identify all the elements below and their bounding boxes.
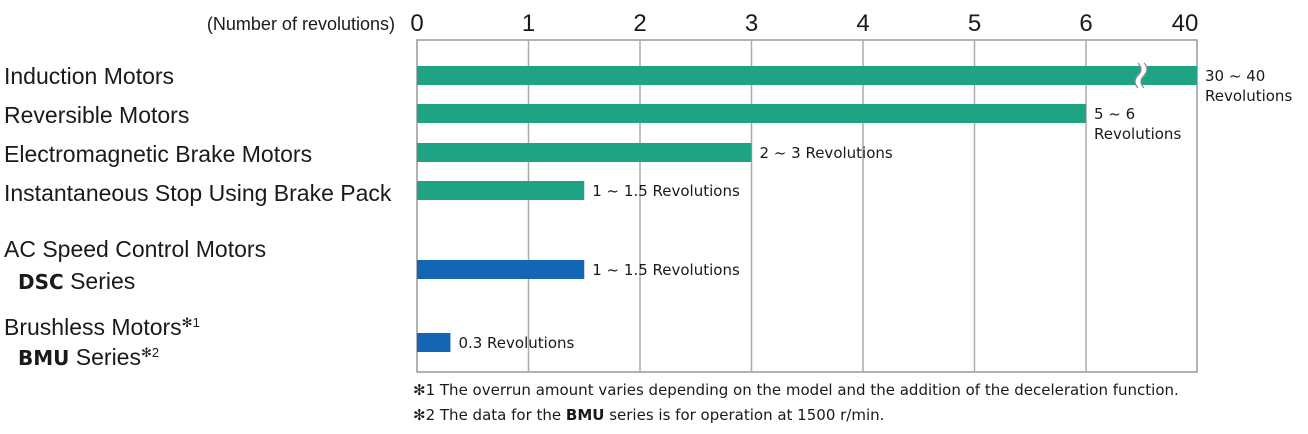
category-label: Induction Motors	[4, 63, 174, 89]
grid	[416, 39, 1198, 373]
category-label-mark: ✻	[182, 315, 193, 330]
data-labels: 30 ~ 40 Revolutions 5 ~ 6 Revolutions 2 ~ 3 …	[458, 67, 1292, 352]
category-label: Brushless Motors✻1	[4, 314, 200, 340]
overrun-chart: 0 1 2 3 4 5 6 40 (Number of revolutions) Induct…	[4, 10, 1292, 373]
footnote-2-text-post: series is for operation at 1500 r/min.	[604, 406, 885, 424]
bar	[417, 143, 752, 162]
x-tick-label: 0	[410, 10, 423, 37]
axis-unit-label: (Number of revolutions)	[207, 14, 395, 34]
footnote-2: ✻2 The data for the BMU series is for op…	[413, 406, 884, 424]
category-label: Instantaneous Stop Using Brake Pack	[4, 180, 392, 206]
footnote-2-text-pre: The data for the	[435, 406, 566, 424]
category-sublabel: DSC Series	[18, 268, 135, 294]
category-sublabel: BMU Series✻2	[18, 344, 159, 370]
data-label: 30 ~ 40	[1205, 67, 1265, 85]
data-label: 0.3 Revolutions	[458, 334, 574, 352]
bar	[417, 181, 585, 200]
category-label: Reversible Motors	[4, 102, 189, 128]
data-label: 2 ~ 3 Revolutions	[760, 144, 893, 162]
category-label: AC Speed Control Motors	[4, 236, 266, 262]
series-suffix: Series	[69, 344, 141, 370]
x-tick-labels: 0 1 2 3 4 5 6 40	[410, 10, 1198, 37]
bar	[417, 104, 1086, 123]
series-suffix: Series	[64, 268, 136, 294]
series-name-bold: BMU	[18, 346, 69, 370]
footnote-1-text: The overrun amount varies depending on t…	[435, 381, 1179, 399]
sublabel-sup: 2	[152, 345, 159, 360]
data-label: 1 ~ 1.5 Revolutions	[592, 261, 740, 279]
footnote-1: ✻1 The overrun amount varies depending o…	[413, 381, 1179, 399]
x-tick-label: 40	[1172, 10, 1199, 37]
bars	[417, 60, 1197, 352]
series-name-bold: DSC	[18, 270, 64, 294]
footnote-1-mark: ✻1	[413, 381, 436, 399]
bar	[417, 333, 451, 352]
bar	[417, 260, 585, 279]
data-label: 5 ~ 6	[1094, 105, 1135, 123]
category-labels: Induction Motors Reversible Motors Electro…	[4, 63, 392, 370]
x-tick-label: 6	[1079, 10, 1092, 37]
data-label: Revolutions	[1205, 87, 1292, 105]
category-label-sup: 1	[193, 315, 200, 330]
x-tick-label: 1	[522, 10, 535, 37]
x-tick-label: 4	[856, 10, 869, 37]
category-label: Electromagnetic Brake Motors	[4, 141, 312, 167]
footnote-2-mark: ✻2	[413, 406, 436, 424]
data-label: Revolutions	[1094, 125, 1181, 143]
axis-break-mark	[1135, 60, 1147, 91]
plot-frame	[416, 39, 1198, 373]
x-tick-label: 2	[633, 10, 646, 37]
axis-break-mark	[1134, 62, 1142, 89]
data-label: 1 ~ 1.5 Revolutions	[592, 182, 740, 200]
axis-break-mark	[1140, 62, 1148, 89]
sublabel-mark: ✻	[141, 345, 152, 360]
x-tick-label: 5	[968, 10, 981, 37]
x-tick-label: 3	[745, 10, 758, 37]
footnote-2-bold: BMU	[565, 406, 605, 424]
bar	[417, 66, 1197, 85]
